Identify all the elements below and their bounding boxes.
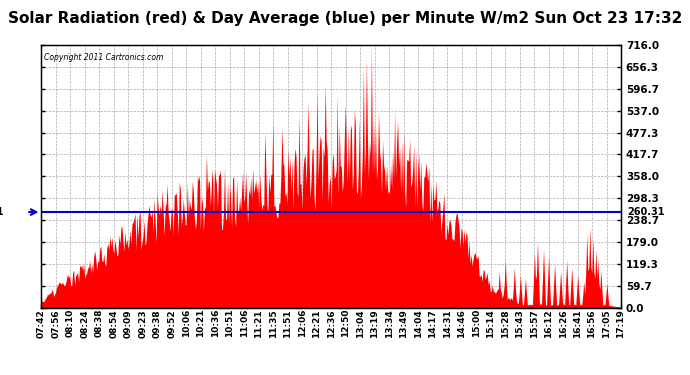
Text: Copyright 2011 Cartronics.com: Copyright 2011 Cartronics.com [44,53,164,62]
Text: 260.31: 260.31 [0,207,3,217]
Text: Solar Radiation (red) & Day Average (blue) per Minute W/m2 Sun Oct 23 17:32: Solar Radiation (red) & Day Average (blu… [8,11,682,26]
Text: 260.31: 260.31 [627,207,664,217]
